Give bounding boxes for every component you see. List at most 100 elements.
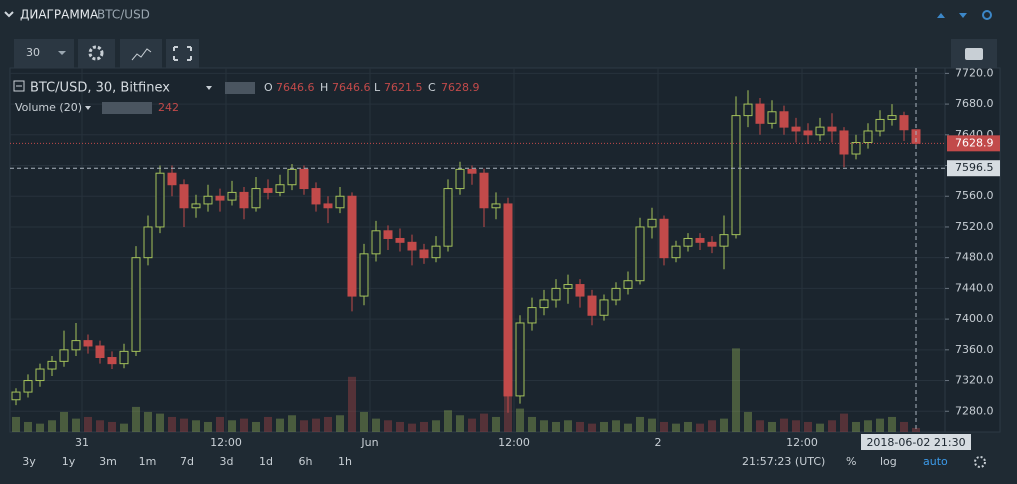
indicators-button[interactable] — [120, 39, 162, 68]
volume-bar — [768, 421, 776, 432]
x-tick-label: Jun — [360, 436, 378, 449]
candle-body — [191, 203, 201, 209]
candle-body — [875, 118, 885, 132]
range-button[interactable]: 3m — [99, 455, 117, 468]
volume-bar — [828, 420, 836, 432]
range-button[interactable]: 1d — [259, 455, 273, 468]
volume-bar — [480, 413, 488, 432]
volume-bar — [384, 420, 392, 432]
panel-pair: BTC/USD — [97, 8, 150, 22]
range-button[interactable]: 6h — [299, 455, 313, 468]
candle-body — [119, 350, 129, 365]
camera-icon — [965, 48, 983, 60]
candle-body — [227, 191, 237, 201]
volume-bar — [444, 410, 452, 432]
candle-body — [563, 284, 573, 289]
volume-bar — [168, 416, 176, 432]
fullscreen-icon — [173, 46, 192, 61]
volume-title: Volume (20) — [15, 101, 82, 114]
crosshair-price-tag — [947, 160, 1000, 177]
candle-body — [647, 218, 657, 228]
candle-body — [515, 322, 525, 397]
down-icon[interactable] — [959, 13, 967, 18]
y-tick-label: 7520.0 — [955, 220, 994, 233]
volume-bar — [312, 418, 320, 432]
candle-body — [323, 203, 333, 209]
volume-bar — [276, 418, 284, 432]
volume-bar — [684, 421, 692, 432]
candle-body — [599, 299, 609, 316]
volume-bar — [240, 418, 248, 432]
volume-bar — [180, 418, 188, 432]
y-tick-label: 7480.0 — [955, 251, 994, 264]
volume-bar — [564, 420, 572, 432]
volume-bar — [60, 411, 68, 432]
candle-body — [287, 168, 297, 186]
candle-body — [719, 234, 729, 247]
range-button[interactable]: 1h — [338, 455, 352, 468]
volume-bar — [216, 416, 224, 432]
volume-bar — [48, 420, 56, 432]
volume-bar — [72, 418, 80, 432]
volume-bar — [540, 420, 548, 432]
candle-body — [755, 103, 765, 124]
volume-bar — [732, 348, 740, 432]
up-icon[interactable] — [937, 13, 945, 18]
percent-button[interactable]: % — [846, 455, 856, 468]
candle-body — [839, 130, 849, 155]
clock: 21:57:23 (UTC) — [742, 455, 825, 468]
auto-button[interactable]: auto — [923, 455, 948, 468]
candle-body — [683, 237, 693, 247]
volume-bar — [804, 421, 812, 432]
candle-body — [239, 191, 249, 209]
refresh-icon[interactable] — [982, 10, 992, 20]
legend-icons[interactable] — [225, 82, 255, 94]
candle-body — [59, 349, 69, 362]
collapse-icon[interactable] — [4, 11, 14, 18]
volume-bar — [576, 421, 584, 432]
log-button[interactable]: log — [880, 455, 897, 468]
candle-body — [623, 280, 633, 289]
volume-bar — [528, 416, 536, 432]
x-tick-label: 2 — [655, 436, 662, 449]
x-tick-label: 12:00 — [786, 436, 818, 449]
bottom-bar — [0, 455, 1017, 484]
volume-bar — [84, 416, 92, 432]
interval-select[interactable] — [14, 39, 74, 68]
volume-icons[interactable] — [102, 102, 152, 114]
candle-body — [395, 237, 405, 243]
volume-bar — [744, 411, 752, 432]
open-value: 7646.6 — [276, 81, 315, 94]
candle-body — [863, 130, 873, 143]
volume-bar — [420, 421, 428, 432]
settings-button[interactable] — [78, 39, 115, 68]
range-button[interactable]: 3d — [220, 455, 234, 468]
x-tick-label: 31 — [75, 436, 89, 449]
range-button[interactable]: 1y — [62, 455, 76, 468]
volume-bar — [432, 420, 440, 432]
volume-bar — [132, 406, 140, 432]
collapse-box[interactable] — [13, 80, 25, 92]
candle-body — [371, 230, 381, 255]
settings-icon[interactable] — [974, 456, 986, 468]
range-button[interactable]: 7d — [180, 455, 194, 468]
candle-body — [335, 195, 345, 209]
volume-bar — [672, 423, 680, 432]
volume-bar — [204, 421, 212, 432]
candle-body — [803, 130, 813, 136]
volume-bar — [624, 423, 632, 432]
range-button[interactable]: 1m — [139, 455, 157, 468]
candle-body — [467, 168, 477, 174]
fullscreen-button[interactable] — [166, 39, 199, 68]
volume-bar — [600, 421, 608, 432]
volume-bar — [696, 423, 704, 432]
range-button[interactable]: 3y — [22, 455, 36, 468]
crosshair-time: 2018-06-02 21:30 — [866, 436, 965, 449]
candle-body — [503, 203, 513, 397]
crosshair-price: 7596.5 — [955, 161, 994, 174]
last-price-tag — [947, 135, 1000, 152]
volume-bar — [756, 420, 764, 432]
candle-body — [491, 203, 501, 209]
volume-bar — [816, 423, 824, 432]
volume-bar — [372, 418, 380, 432]
